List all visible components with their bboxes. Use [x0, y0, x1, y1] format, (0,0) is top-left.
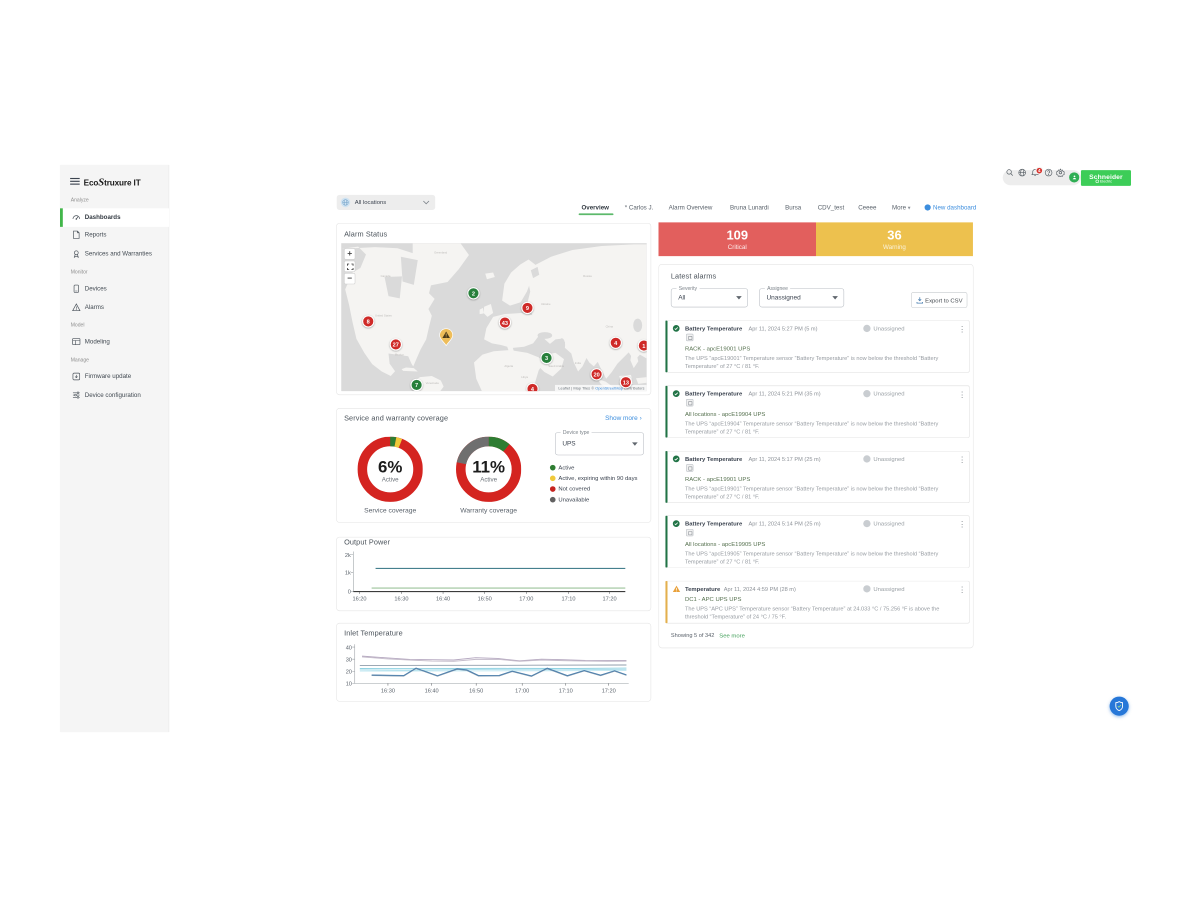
svg-text:40: 40: [346, 645, 352, 651]
svg-text:17:10: 17:10: [561, 596, 575, 602]
svg-text:Saudi Arabia: Saudi Arabia: [548, 364, 564, 368]
svg-text:0: 0: [348, 590, 351, 596]
svg-text:17:00: 17:00: [515, 689, 529, 695]
svg-text:United States: United States: [375, 313, 392, 317]
svg-text:India: India: [575, 361, 582, 365]
svg-text:Russia: Russia: [583, 274, 592, 278]
svg-text:Active: Active: [480, 477, 497, 484]
svg-text:30: 30: [346, 657, 352, 663]
svg-text:16:50: 16:50: [478, 596, 492, 602]
svg-text:Leaflet | Map Tiles © OpenStre: Leaflet | Map Tiles © OpenStreetMap cont…: [558, 385, 644, 390]
svg-text:16:50: 16:50: [469, 689, 483, 695]
svg-text:17:10: 17:10: [559, 689, 573, 695]
svg-text:Venezuela: Venezuela: [426, 381, 440, 385]
svg-text:16:30: 16:30: [381, 689, 395, 695]
svg-text:China: China: [606, 325, 614, 329]
svg-text:Active: Active: [382, 477, 399, 484]
svg-text:16:20: 16:20: [353, 596, 367, 602]
svg-text:1k: 1k: [345, 571, 351, 577]
svg-text:17:20: 17:20: [603, 596, 617, 602]
svg-text:16:40: 16:40: [436, 596, 450, 602]
svg-text:Algeria: Algeria: [504, 364, 513, 368]
svg-text:16:40: 16:40: [425, 689, 439, 695]
svg-text:20: 20: [346, 670, 352, 676]
svg-text:Mexico: Mexico: [395, 353, 404, 357]
svg-text:Canada: Canada: [381, 274, 391, 278]
svg-text:6%: 6%: [378, 458, 402, 477]
svg-text:17:00: 17:00: [519, 596, 533, 602]
svg-text:Greenland: Greenland: [434, 250, 448, 254]
svg-text:Libya: Libya: [521, 375, 528, 379]
svg-text:11%: 11%: [472, 458, 505, 477]
svg-text:16:30: 16:30: [394, 596, 408, 602]
svg-text:Ukraine: Ukraine: [541, 302, 551, 306]
svg-text:17:20: 17:20: [602, 689, 616, 695]
svg-text:10: 10: [346, 682, 352, 688]
svg-text:2k: 2k: [345, 553, 351, 559]
